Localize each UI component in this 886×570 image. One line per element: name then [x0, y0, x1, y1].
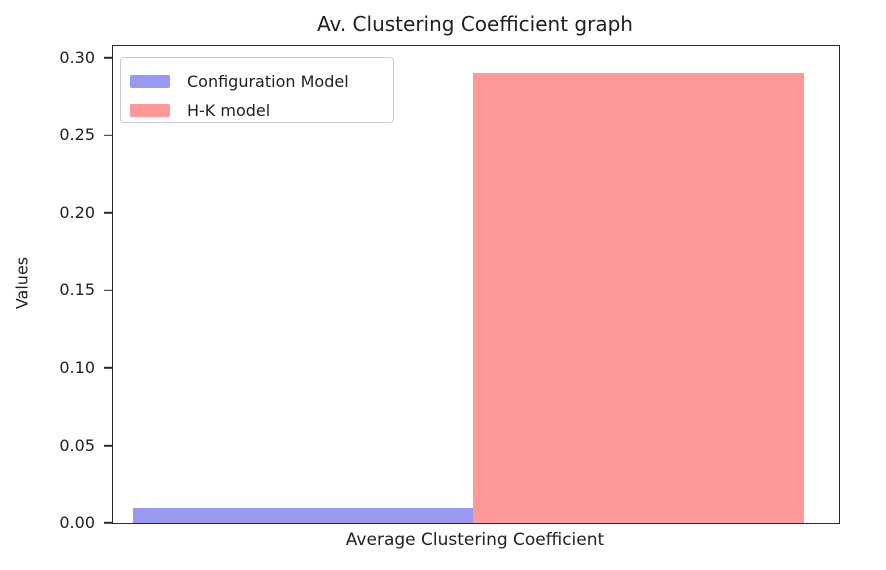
y-axis-label: Values [12, 256, 32, 310]
y-tick-label: 0.15 [59, 280, 95, 300]
y-tick-label: 0.00 [59, 513, 95, 532]
y-tick-label: 0.30 [59, 47, 95, 67]
y-tick-label: 0.05 [59, 435, 95, 455]
legend-swatch-hk-model [130, 104, 170, 117]
legend-item-configuration-model: Configuration Model [121, 67, 393, 96]
y-tick-mark [104, 522, 112, 524]
x-axis-label: Average Clustering Coefficient [345, 530, 605, 550]
plot-area: Configuration Model H-K model 0.00 0.05 0.… [59, 45, 840, 531]
y-tick-label: 0.20 [59, 202, 95, 222]
y-tick-label: 0.10 [59, 357, 95, 377]
legend-label-hk-model: H-K model [187, 101, 271, 120]
chart-title: Av. Clustering Coefficient graph [317, 12, 633, 36]
y-tick-mark [104, 367, 112, 369]
y-tick-mark [104, 134, 112, 137]
legend-swatch-configuration-model [130, 75, 170, 88]
legend-label-configuration-model: Configuration Model [187, 72, 349, 91]
y-tick-mark [104, 212, 112, 214]
y-tick-mark [104, 57, 112, 59]
legend-item-hk-model: H-K model [121, 96, 393, 125]
y-tick-mark [104, 289, 112, 292]
bar-configuration-model [132, 507, 473, 523]
y-tick-mark [104, 444, 112, 447]
legend: Configuration Model H-K model [120, 57, 394, 123]
y-tick-label: 0.25 [59, 125, 95, 145]
bar-h-k-model [473, 73, 804, 523]
